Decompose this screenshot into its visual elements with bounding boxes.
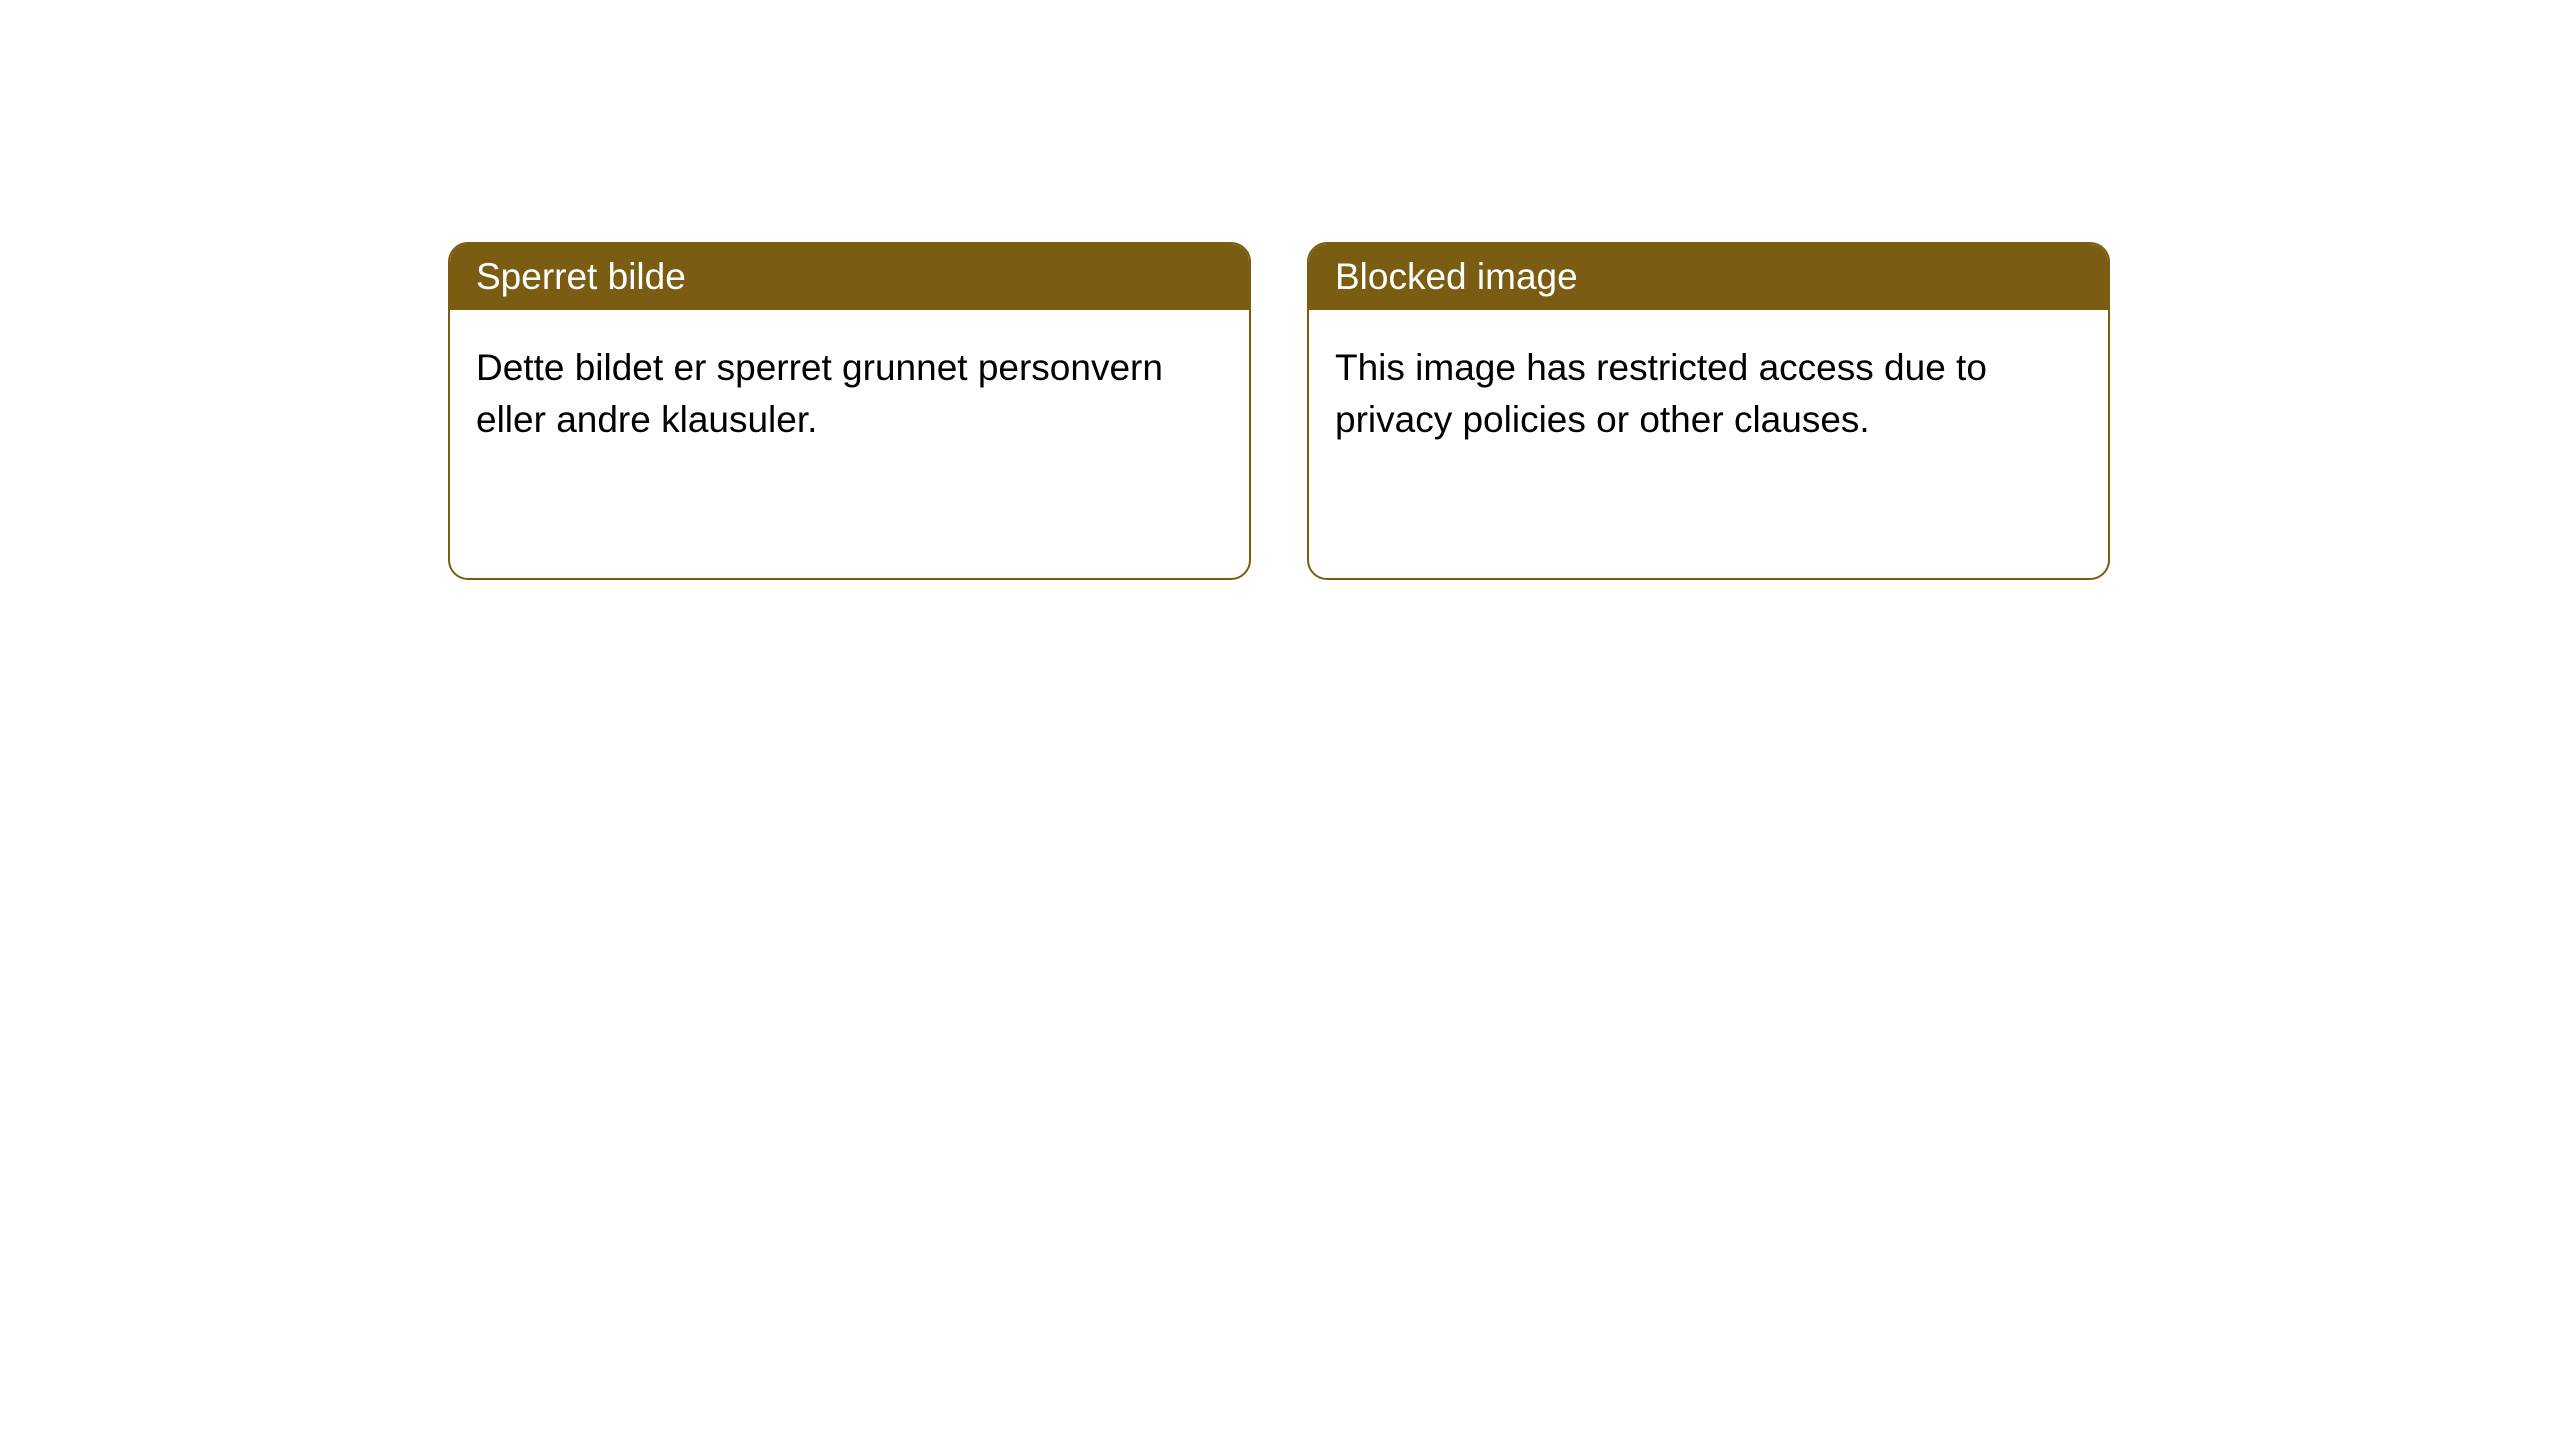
- notice-header: Sperret bilde: [450, 244, 1249, 310]
- notice-body: This image has restricted access due to …: [1309, 310, 2108, 478]
- notices-container: Sperret bilde Dette bildet er sperret gr…: [448, 242, 2110, 580]
- notice-body: Dette bildet er sperret grunnet personve…: [450, 310, 1249, 478]
- notice-card-english: Blocked image This image has restricted …: [1307, 242, 2110, 580]
- notice-card-norwegian: Sperret bilde Dette bildet er sperret gr…: [448, 242, 1251, 580]
- notice-header: Blocked image: [1309, 244, 2108, 310]
